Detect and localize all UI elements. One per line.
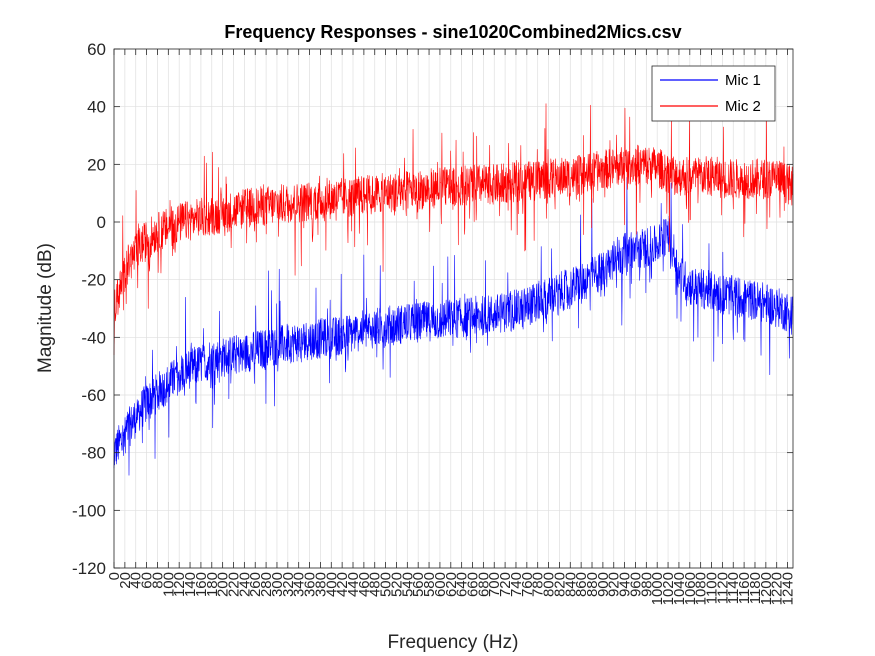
x-tick-label: 1200	[758, 572, 775, 605]
x-tick-label: 980	[638, 572, 655, 597]
x-tick-label: 440	[345, 572, 362, 597]
x-tick-label: 580	[421, 572, 438, 597]
x-tick-label: 360	[302, 572, 319, 597]
x-tick-label: 380	[312, 572, 329, 597]
x-tick-label: 740	[508, 572, 525, 597]
x-tick-label: 820	[551, 572, 568, 597]
x-tick-label: 1180	[747, 572, 764, 604]
x-tick-label: 160	[193, 572, 210, 597]
x-tick-label: 720	[497, 572, 514, 597]
x-tick-label: 400	[323, 572, 340, 597]
y-axis-label: Magnitude (dB)	[35, 243, 56, 373]
series-line-mic-1	[113, 177, 794, 476]
legend: Mic 1 Mic 2	[651, 65, 776, 122]
x-tick-label: 100	[160, 572, 177, 597]
x-tick-label: 420	[334, 572, 351, 597]
x-tick-label: 860	[573, 572, 590, 597]
chart-title: Frequency Responses - sine1020Combined2M…	[224, 22, 681, 42]
x-tick-label: 680	[475, 572, 492, 597]
x-tick-label: 1100	[704, 572, 721, 604]
x-tick-label: 220	[226, 572, 243, 597]
x-tick-label: 520	[388, 572, 405, 597]
x-tick-label: 540	[399, 572, 416, 597]
tick-marks	[113, 48, 793, 569]
y-tick-label: -60	[81, 386, 106, 405]
y-tick-label: 40	[87, 98, 106, 117]
x-tick-label: 1020	[660, 572, 677, 605]
legend-entry-mic-1: Mic 1	[725, 72, 761, 89]
x-tick-label: 340	[291, 572, 308, 597]
x-tick-label: 960	[627, 572, 644, 597]
x-tick-label: 120	[171, 572, 188, 597]
y-tick-labels: -120 -100 -80 -60 -40 -20 0 20 40 60	[72, 40, 106, 578]
y-tick-label: -120	[72, 559, 106, 578]
y-tick-label: -40	[81, 328, 106, 347]
x-tick-label: 920	[606, 572, 623, 597]
x-tick-label: 620	[443, 572, 460, 597]
x-tick-label: 840	[562, 572, 579, 597]
x-tick-label: 1220	[769, 572, 786, 605]
x-tick-label: 140	[182, 572, 199, 597]
legend-entry-mic-2: Mic 2	[725, 98, 761, 115]
x-tick-label: 880	[584, 572, 601, 597]
x-tick-label: 240	[236, 572, 253, 597]
x-tick-label: 1240	[780, 572, 797, 605]
y-tick-label: 60	[87, 40, 106, 59]
series-layer	[113, 103, 794, 476]
x-tick-label: 1120	[714, 572, 731, 604]
x-tick-label: 60	[139, 572, 156, 589]
x-tick-label: 320	[280, 572, 297, 597]
y-tick-label: -80	[81, 444, 106, 463]
x-tick-label: 1000	[649, 572, 666, 605]
x-tick-label: 1140	[725, 572, 742, 604]
x-tick-label: 940	[617, 572, 634, 597]
x-axis-label: Frequency (Hz)	[388, 632, 519, 653]
x-tick-label: 780	[530, 572, 547, 597]
x-tick-label: 300	[269, 572, 286, 597]
x-tick-label: 180	[204, 572, 221, 597]
x-tick-label: 80	[149, 572, 166, 589]
y-tick-label: 20	[87, 155, 106, 174]
y-tick-label: 0	[97, 213, 106, 232]
y-tick-label: -20	[81, 271, 106, 290]
x-tick-label: 260	[247, 572, 264, 597]
x-tick-label: 1040	[671, 572, 688, 605]
x-tick-label: 480	[367, 572, 384, 597]
x-tick-label: 1080	[693, 572, 710, 605]
x-tick-label: 760	[519, 572, 536, 597]
y-tick-label: -100	[72, 501, 106, 520]
x-tick-label: 280	[258, 572, 275, 597]
x-tick-label: 40	[128, 572, 145, 589]
x-tick-label: 0	[106, 572, 123, 580]
x-tick-labels: 0204060801001201401601802002202402602803…	[106, 572, 797, 605]
x-tick-label: 560	[410, 572, 427, 597]
x-tick-label: 800	[541, 572, 558, 597]
x-tick-label: 660	[465, 572, 482, 597]
legend-box	[651, 65, 776, 122]
x-tick-label: 1060	[682, 572, 699, 605]
x-tick-label: 500	[378, 572, 395, 597]
axes-frame	[113, 48, 794, 569]
x-tick-label: 700	[486, 572, 503, 597]
x-tick-label: 20	[117, 572, 134, 589]
x-tick-label: 460	[356, 572, 373, 597]
x-tick-label: 1160	[736, 572, 753, 604]
x-tick-label: 640	[454, 572, 471, 597]
x-tick-label: 900	[595, 572, 612, 597]
series-line-mic-2	[113, 103, 794, 356]
x-tick-label: 600	[432, 572, 449, 597]
x-tick-label: 200	[215, 572, 232, 597]
